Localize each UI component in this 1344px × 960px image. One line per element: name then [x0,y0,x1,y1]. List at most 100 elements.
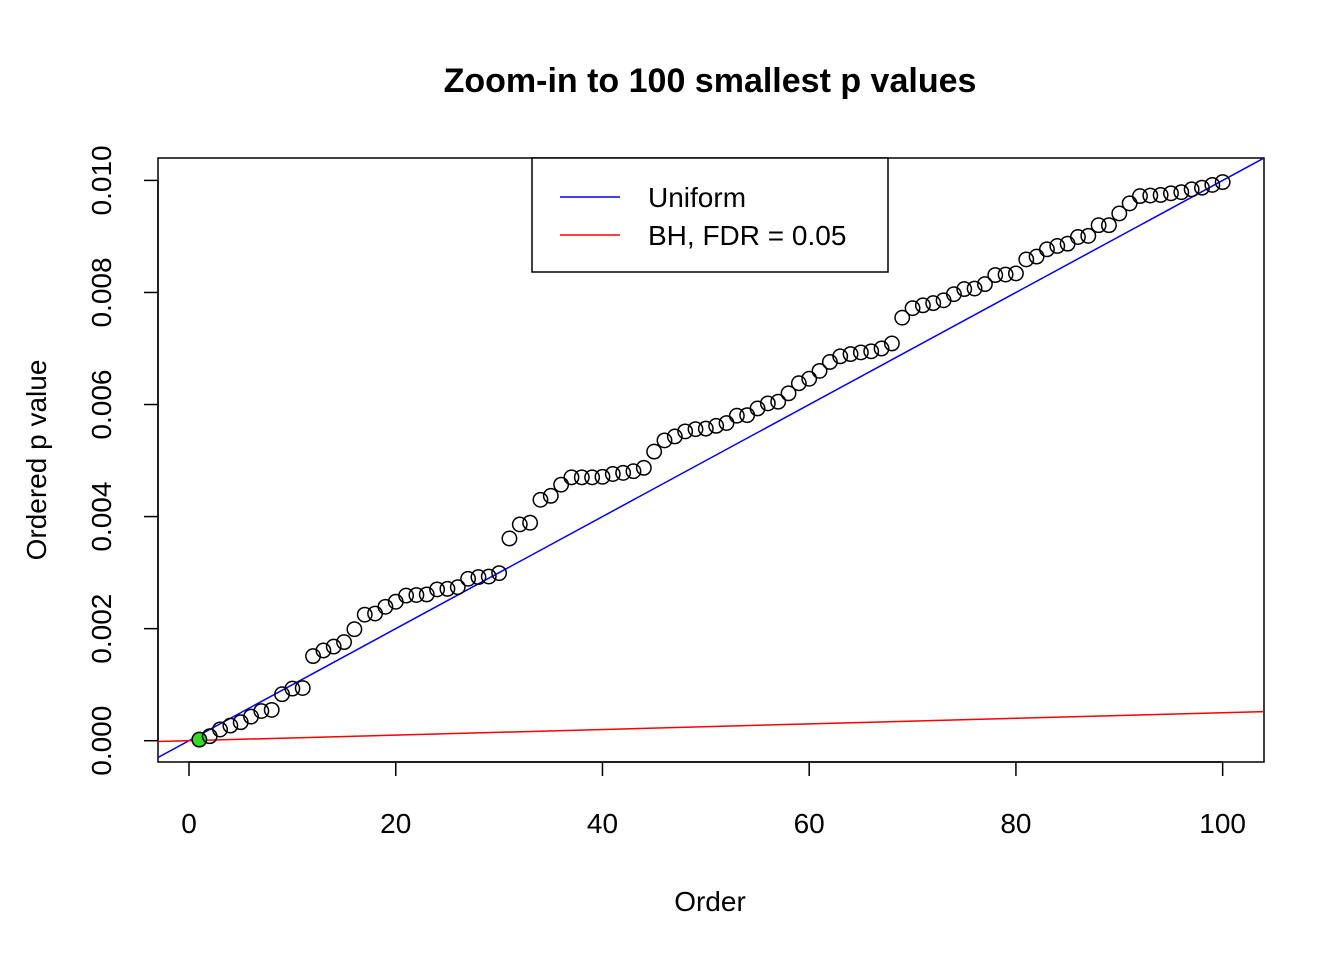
data-point [553,476,570,493]
data-point [511,516,528,533]
significant-point [191,731,208,748]
data-point [232,714,249,731]
data-point [1142,187,1159,204]
data-point [697,420,714,437]
data-point [718,415,735,431]
data-point [460,570,477,587]
data-point [997,266,1014,283]
data-point [945,286,962,303]
x-tick-label: 0 [181,808,197,839]
data-point [780,385,797,402]
data-point [522,514,539,531]
data-point [325,638,342,655]
data-point [883,335,900,352]
legend: Uniform BH, FDR = 0.05 [531,157,889,273]
data-point [480,568,497,585]
x-tick-label: 20 [380,808,411,839]
data-point [356,606,373,623]
data-point [604,466,621,482]
y-axis: 0.000 0.002 0.004 0.006 0.008 0.010 [86,145,159,776]
data-point [367,605,384,622]
data-point [821,353,838,370]
data-point [191,731,208,748]
x-tick-label: 80 [1000,808,1031,839]
data-point [584,469,601,486]
data-point [1204,176,1221,193]
data-point [770,393,787,410]
legend-label-uniform: Uniform [648,182,746,213]
plot-area [158,158,1264,759]
data-point [1018,251,1035,268]
y-tick-label: 0.010 [86,145,117,215]
data-point [315,642,332,659]
data-point [635,459,652,476]
data-point [1214,174,1231,191]
data-point [1173,184,1190,201]
y-tick-label: 0.004 [86,482,117,552]
data-point [935,292,952,309]
data-point [646,443,663,460]
data-point [666,428,683,445]
data-point [222,717,239,734]
y-tick-label: 0.002 [86,594,117,664]
data-point [677,423,694,440]
y-tick-label: 0.008 [86,257,117,327]
data-point [1069,229,1086,245]
data-point [708,417,725,434]
data-point [863,343,880,360]
data-point [418,586,435,603]
data-point [1090,217,1107,234]
data-point [336,634,353,651]
y-tick-label: 0.000 [86,706,117,776]
x-tick-label: 60 [794,808,825,839]
data-point [429,581,446,598]
uniform-reference-line [158,158,1264,759]
x-tick-label: 100 [1199,808,1246,839]
data-point [1132,188,1148,205]
data-point [852,344,869,361]
data-point [1121,195,1138,212]
data-point [801,370,818,387]
data-point [615,464,632,481]
data-point [966,280,983,297]
data-point [914,297,931,314]
data-point [501,530,518,547]
data-point [408,587,425,603]
data-point [842,346,859,363]
data-point [274,686,290,703]
data-point [491,565,508,582]
data-point [956,281,973,298]
data-point [1059,235,1076,252]
x-tick-label: 40 [587,808,618,839]
data-point [1007,265,1024,282]
data-point [728,407,745,424]
data-point [398,587,415,604]
legend-box [531,157,889,273]
x-axis-label: Order [674,886,746,917]
y-tick-label: 0.006 [86,369,117,439]
data-point [832,348,849,365]
data-point [294,680,311,696]
x-axis: 0 20 40 60 80 100 [181,761,1246,839]
data-point [305,648,321,665]
data-point [1163,185,1179,202]
data-point [625,463,642,480]
data-point [759,395,776,412]
data-point [542,487,559,504]
data-point [987,267,1004,284]
data-point [253,703,270,719]
data-point [873,340,890,357]
data-point [263,701,280,718]
data-point [925,295,942,312]
data-point [1080,227,1097,244]
data-point [1101,217,1117,234]
data-point [1038,241,1055,258]
data-point [687,421,704,438]
data-point [532,491,549,508]
data-point [563,469,580,486]
data-point [1183,181,1200,198]
legend-label-bh: BH, FDR = 0.05 [648,220,846,251]
data-point [656,432,673,449]
data-point [439,580,456,597]
